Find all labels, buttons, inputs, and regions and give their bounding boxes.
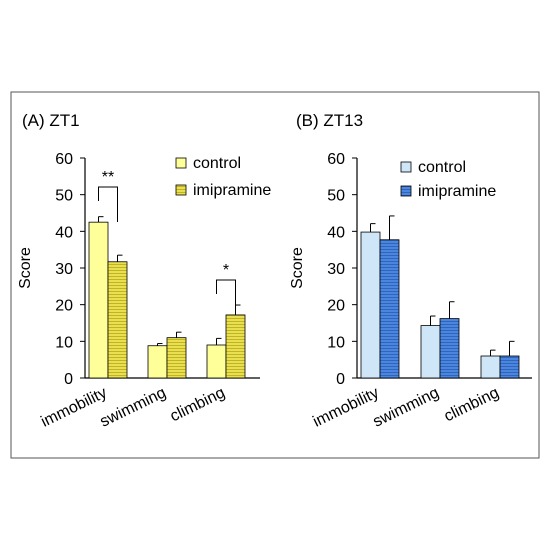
panel-a-title: (A) ZT1 xyxy=(22,111,80,130)
panel-b-ytick-label: 50 xyxy=(327,188,345,205)
panel-a-significance-bracket xyxy=(98,186,118,222)
panel-b-legend-swatch-imipramine xyxy=(400,185,412,197)
panel-a-legend-swatch-imipramine xyxy=(175,184,187,196)
panel-b-bar-climbing-imipramine xyxy=(499,355,520,379)
panel-a-ytick-label: 50 xyxy=(55,188,73,205)
panel-a-bar-swimming-imipramine xyxy=(166,337,187,379)
panel-b-bar-immobility-imipramine xyxy=(379,239,400,379)
panel-b-bar-swimming-control xyxy=(420,325,441,379)
panel-b-ytick-label: 10 xyxy=(327,334,345,351)
panel-b-legend-label: imipramine xyxy=(418,183,496,200)
panel-b-ytick-label: 0 xyxy=(336,371,345,388)
panel-a-bar-climbing-imipramine xyxy=(225,314,246,379)
panel-b-ytick-label: 40 xyxy=(327,224,345,241)
panel-b-ytick-label: 20 xyxy=(327,298,345,315)
panel-a-bar-climbing-control xyxy=(206,344,227,379)
panel-b-ylabel: Score xyxy=(289,247,306,289)
panel-b-bar-climbing-control xyxy=(480,355,501,379)
panel-a-ytick-label: 0 xyxy=(64,371,73,388)
panel-b-bar-immobility-control xyxy=(360,231,381,379)
panel-a-bar-immobility-imipramine xyxy=(107,261,128,379)
panel-a-bar-immobility-control xyxy=(88,221,109,379)
panel-a-legend-label: control xyxy=(193,155,241,172)
panel-b-legend-swatch-control xyxy=(400,161,412,173)
panel-a-legend-swatch-control xyxy=(175,157,187,169)
panel-b-legend-label: control xyxy=(418,159,466,176)
panel-a-significance-bracket xyxy=(216,279,236,315)
panel-a-ytick-label: 30 xyxy=(55,261,73,278)
panel-a-significance-label: * xyxy=(223,262,229,279)
panel-b-bar-swimming-imipramine xyxy=(439,318,460,379)
panel-a-ytick-label: 60 xyxy=(55,151,73,168)
panel-a-ytick-label: 10 xyxy=(55,334,73,351)
panel-a-ytick-label: 20 xyxy=(55,298,73,315)
panel-a-ylabel: Score xyxy=(17,247,34,289)
panel-a-ytick-label: 40 xyxy=(55,224,73,241)
panel-a-significance-label: ** xyxy=(102,169,114,186)
panel-b-ytick-label: 60 xyxy=(327,151,345,168)
panel-b-title: (B) ZT13 xyxy=(296,111,363,130)
panel-a-legend-label: imipramine xyxy=(193,182,271,199)
panel-a-bar-swimming-control xyxy=(147,345,168,379)
panel-b-ytick-label: 30 xyxy=(327,261,345,278)
